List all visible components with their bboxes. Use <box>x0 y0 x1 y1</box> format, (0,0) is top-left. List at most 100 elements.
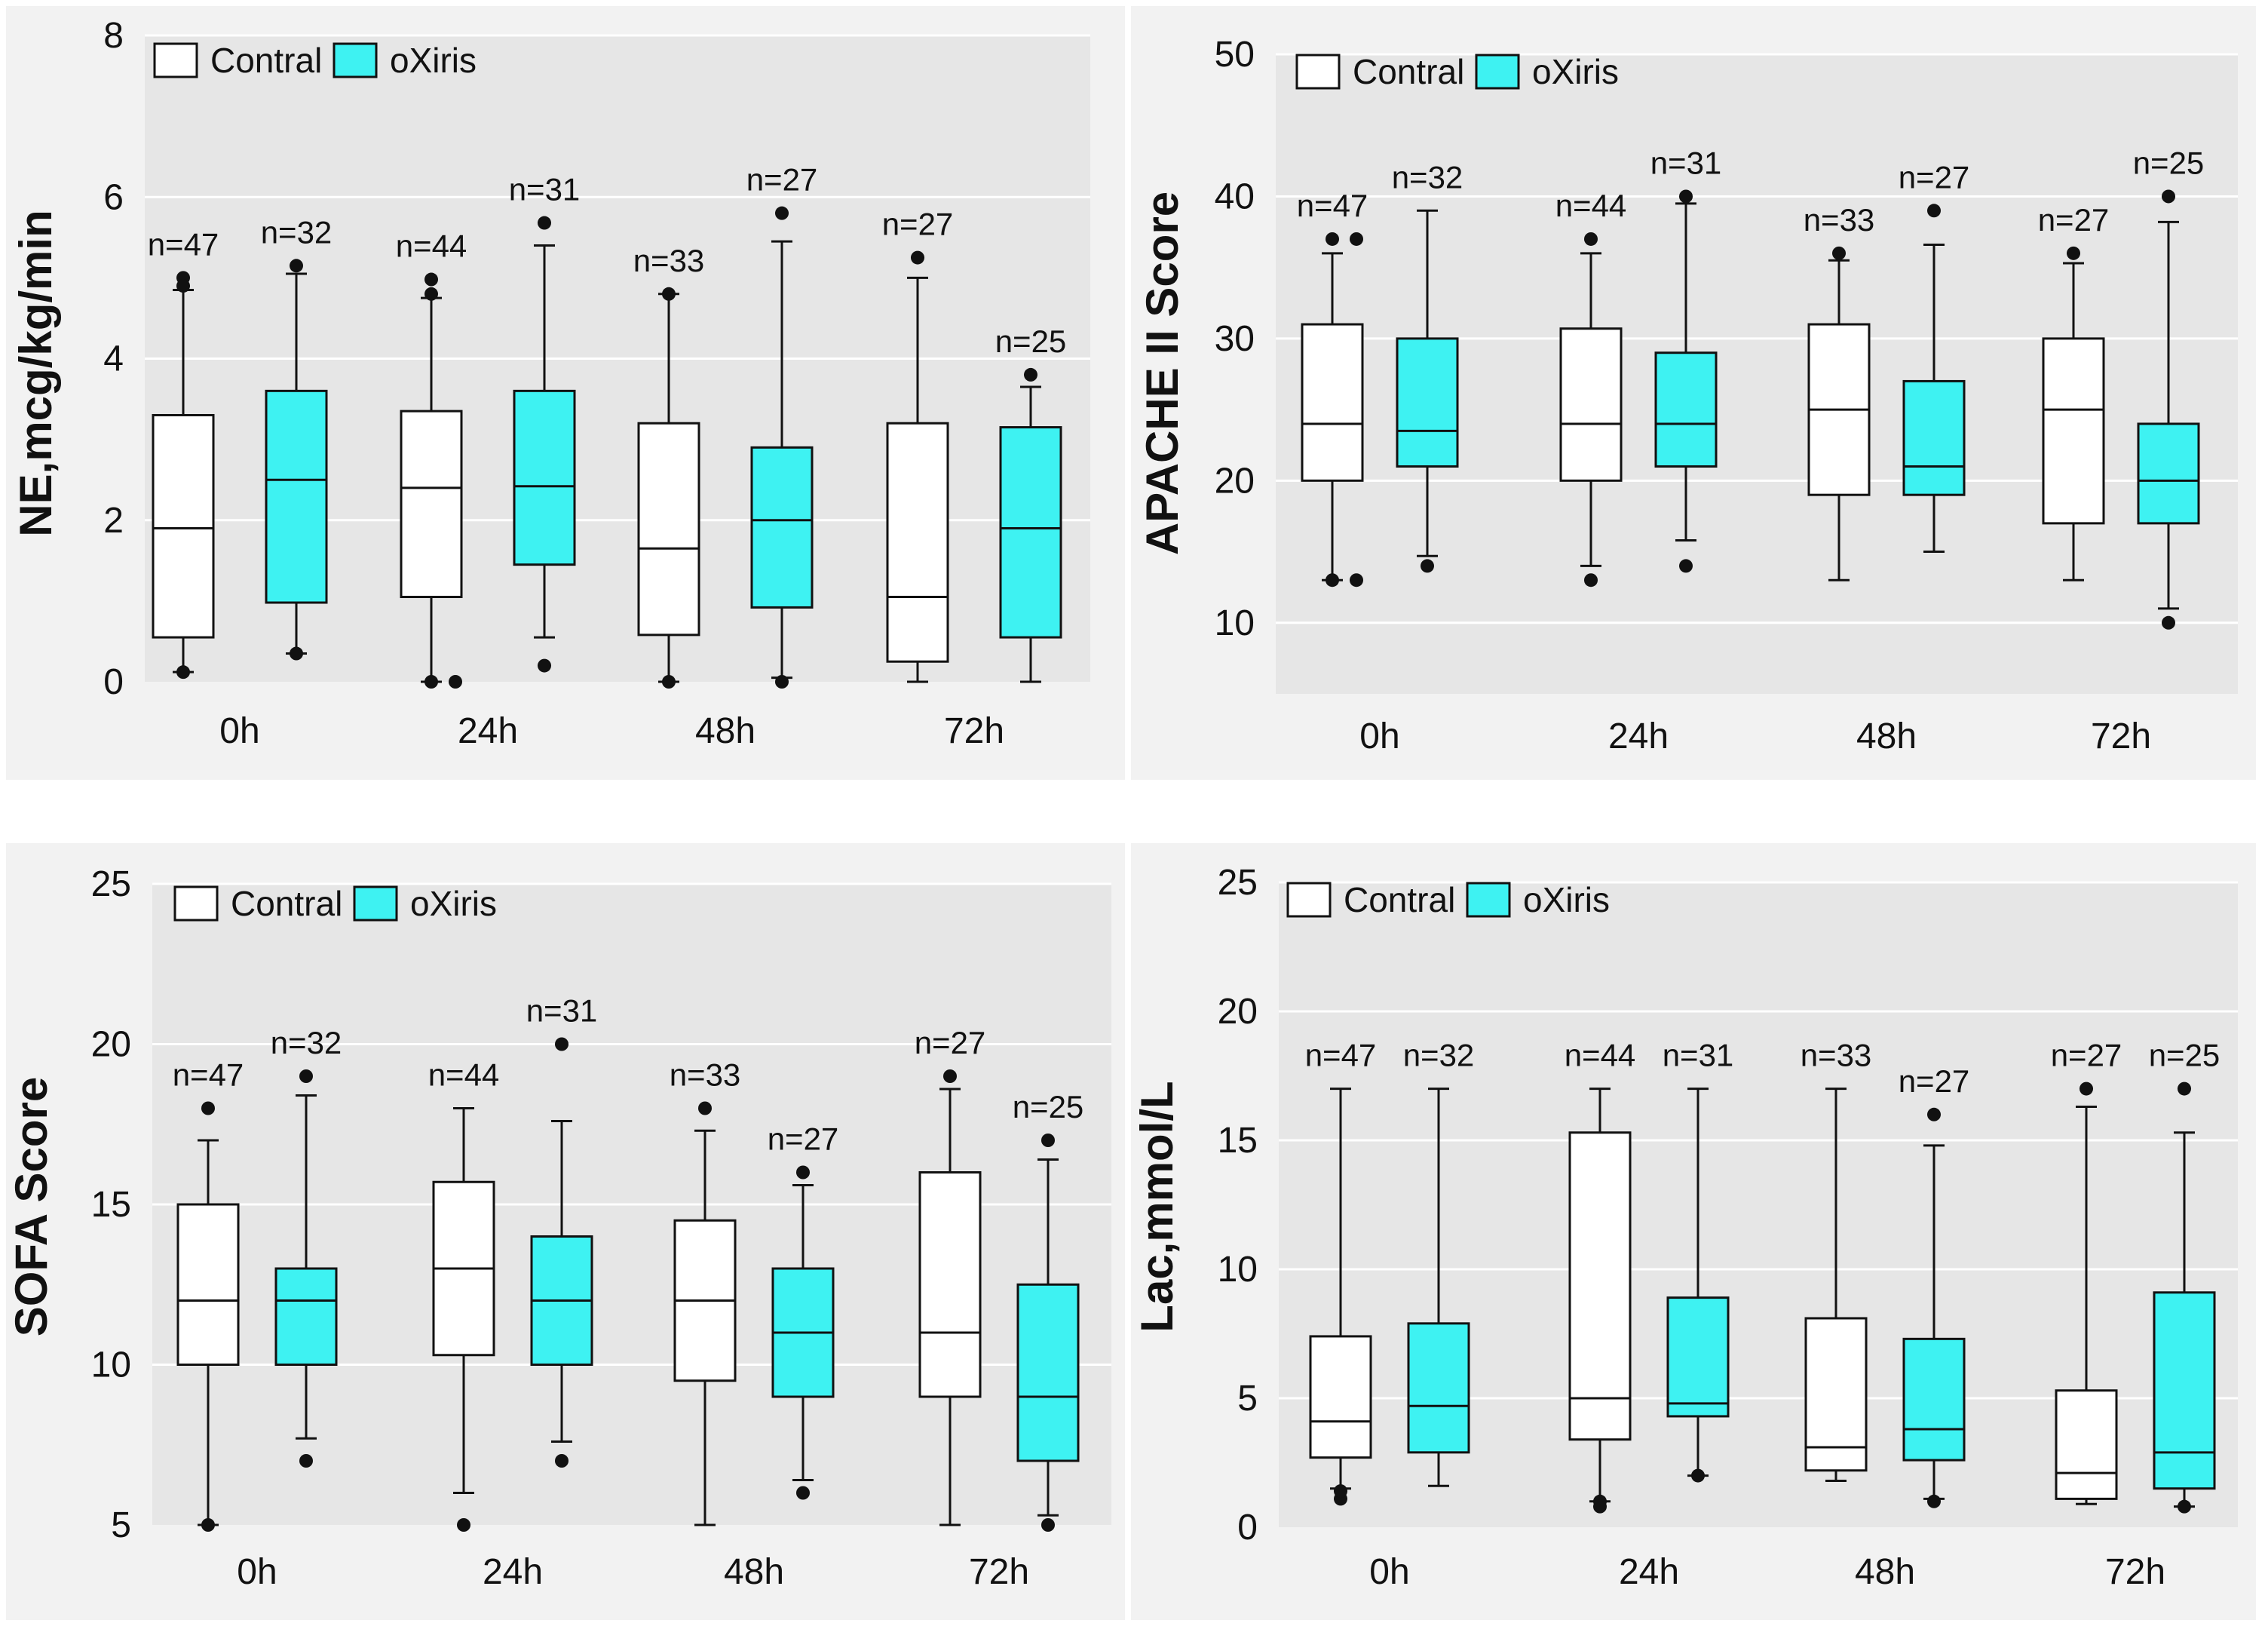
sample-size-label: n=27 <box>768 1121 839 1157</box>
iqr-box <box>1396 337 1459 468</box>
outlier-point <box>538 658 551 673</box>
legend-swatch-oxiris <box>333 42 378 78</box>
box-oxiris-24h: n=31 <box>1663 1038 1733 1483</box>
outlier-point <box>176 665 190 680</box>
iqr-box <box>1902 1337 1966 1462</box>
y-tick-label: 6 <box>103 177 124 217</box>
outlier-point <box>1927 1494 1941 1508</box>
outlier-point <box>1350 232 1363 246</box>
legend-swatch-oxiris <box>1466 882 1511 918</box>
box-contral-48h: n=33 <box>1801 1038 1872 1482</box>
box-oxiris-0h: n=32 <box>261 214 333 661</box>
sample-size-label: n=27 <box>2038 202 2110 238</box>
outlier-point <box>299 1454 313 1468</box>
outlier-point <box>1832 246 1846 260</box>
outlier-point <box>1691 1468 1705 1483</box>
chart-panel-4: 0 5 10 15 20 25 Lac,mmol/L 0h 24h 48h 72h Contral oX… <box>1131 843 2256 1620</box>
box-contral-72h: n=27 <box>915 1025 986 1526</box>
outlier-point <box>775 675 789 689</box>
box-oxiris-0h: n=32 <box>1403 1038 1474 1487</box>
iqr-box <box>1407 1322 1470 1454</box>
sample-size-label: n=27 <box>915 1025 986 1060</box>
y-tick-label: 30 <box>1215 319 1255 359</box>
sample-size-label: n=33 <box>633 243 705 278</box>
x-tick-label: 0h <box>1369 1552 1409 1592</box>
outlier-point <box>2067 246 2080 260</box>
iqr-box <box>1016 1283 1080 1462</box>
x-tick-label: 24h <box>483 1552 543 1592</box>
iqr-box <box>1804 1317 1868 1472</box>
outlier-point <box>911 250 924 265</box>
outlier-point <box>2162 615 2175 630</box>
box-contral-72h: n=27 <box>2038 202 2110 581</box>
box-contral-0h: n=47 <box>1297 188 1368 588</box>
iqr-box <box>2042 337 2105 525</box>
outlier-point <box>457 1518 470 1532</box>
sample-size-label: n=47 <box>148 226 219 262</box>
box-oxiris-72h: n=25 <box>995 324 1067 683</box>
outlier-point <box>201 1101 215 1115</box>
iqr-box <box>750 446 814 609</box>
outlier-point <box>1421 559 1434 573</box>
outlier-point <box>943 1069 957 1083</box>
outlier-point <box>662 675 676 689</box>
sample-size-label: n=47 <box>173 1057 244 1093</box>
box-contral-24h: n=44 <box>1555 188 1627 588</box>
iqr-box <box>265 389 328 604</box>
sample-size-label: n=33 <box>1801 1038 1872 1073</box>
iqr-box <box>1309 1335 1372 1459</box>
legend-label-contral: Contral <box>210 41 322 80</box>
box-oxiris-24h: n=31 <box>509 172 581 673</box>
sample-size-label: n=25 <box>995 324 1067 359</box>
box-contral-0h: n=47 <box>148 226 219 680</box>
sample-size-label: n=47 <box>1305 1038 1377 1073</box>
iqr-box <box>1902 379 1966 496</box>
x-tick-label: 24h <box>1619 1552 1679 1592</box>
x-tick-label: 0h <box>219 711 259 751</box>
sample-size-label: n=32 <box>261 214 333 250</box>
x-tick-label: 72h <box>2105 1552 2165 1592</box>
outlier-point <box>1326 573 1339 588</box>
y-tick-label: 50 <box>1215 35 1255 75</box>
sample-size-label: n=44 <box>1555 188 1627 223</box>
iqr-box <box>2055 1389 2118 1500</box>
y-tick-label: 25 <box>1218 863 1258 903</box>
outlier-point <box>2178 1499 2191 1514</box>
y-tick-label: 0 <box>103 662 124 702</box>
x-tick-label: 48h <box>724 1552 784 1592</box>
box-oxiris-72h: n=25 <box>2149 1038 2220 1514</box>
sample-size-label: n=44 <box>1565 1038 1636 1073</box>
iqr-box <box>1568 1131 1632 1441</box>
outlier-point <box>1593 1494 1607 1508</box>
box-contral-24h: n=44 <box>396 229 467 689</box>
outlier-point <box>555 1454 569 1468</box>
y-tick-label: 40 <box>1215 176 1255 216</box>
y-tick-label: 4 <box>103 339 124 379</box>
x-tick-label: 72h <box>969 1552 1029 1592</box>
legend-swatch-oxiris <box>353 885 398 922</box>
box-contral-72h: n=27 <box>2051 1038 2122 1505</box>
outlier-point <box>1927 1107 1941 1121</box>
box-oxiris-48h: n=27 <box>746 162 817 689</box>
outlier-point <box>538 216 551 230</box>
chart-panel-3: 5 10 15 20 25 SOFA Score 0h 24h 48h 72h Contral oXi… <box>6 843 1126 1620</box>
box-contral-0h: n=47 <box>173 1057 244 1532</box>
sample-size-label: n=31 <box>509 172 581 207</box>
box-contral-48h: n=33 <box>670 1057 740 1526</box>
outlier-point <box>796 1486 810 1500</box>
sample-size-label: n=47 <box>1297 188 1368 223</box>
legend-label-oxiris: oXiris <box>410 884 497 923</box>
legend-label-oxiris: oXiris <box>390 41 477 80</box>
sample-size-label: n=27 <box>882 207 954 242</box>
sample-size-label: n=44 <box>428 1057 500 1093</box>
outlier-point <box>1041 1518 1055 1532</box>
y-tick-label: 0 <box>1237 1508 1258 1548</box>
y-tick-label: 25 <box>91 864 131 904</box>
box-oxiris-24h: n=31 <box>1650 145 1721 573</box>
outlier-point <box>2080 1081 2093 1096</box>
iqr-box <box>176 1203 240 1366</box>
legend-label-oxiris: oXiris <box>1532 52 1619 91</box>
sample-size-label: n=32 <box>1392 159 1463 195</box>
y-tick-label: 10 <box>1215 603 1255 643</box>
